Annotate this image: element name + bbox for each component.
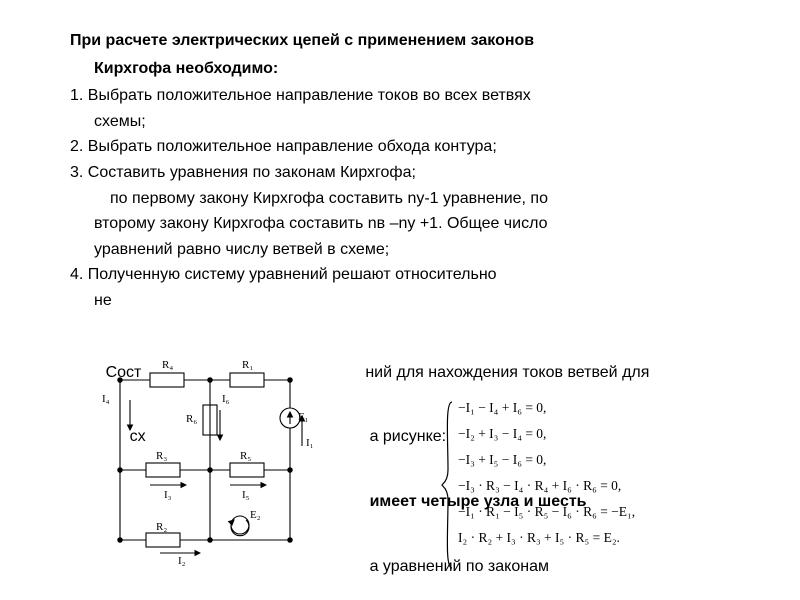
eq-6: I₂ · R₂ + I₃ · R₃ + I₅ · R₅ = E₂. <box>440 530 740 546</box>
item-2: 2. Выбрать положительное направление обх… <box>70 136 740 158</box>
svg-text:I₃: I₃ <box>164 489 172 501</box>
svg-text:R₃: R₃ <box>156 450 167 462</box>
cutoff-l2-b: а рисунке: <box>370 428 447 445</box>
item-3-sub-1: по первому закону Кирхгофа составить nу-… <box>70 188 740 210</box>
item-3-sub-3: уравнений равно числу ветвей в схеме; <box>70 239 740 261</box>
svg-text:E₁: E₁ <box>298 411 309 423</box>
item-4-line-2: не <box>70 290 740 312</box>
item-4-line-1: 4. Полученную систему уравнений решают о… <box>70 264 740 286</box>
svg-text:R₆: R₆ <box>186 413 197 425</box>
item-1-line-2: схемы; <box>70 111 740 133</box>
item-1-line-1: 1. Выбрать положительное направление ток… <box>70 85 740 107</box>
page: При расчете электрических цепей с примен… <box>0 0 800 600</box>
eq-4: −I₃ · R₃ − I₄ · R₄ + I₆ · R₆ = 0, <box>440 478 740 494</box>
overlay-region: Состний для нахождения токов ветвей для … <box>70 340 740 580</box>
item-3: 3. Составить уравнения по законам Кирхго… <box>70 162 740 184</box>
svg-text:I₁: I₁ <box>306 437 314 449</box>
heading-line-1: При расчете электрических цепей с примен… <box>70 30 740 52</box>
eq-3: −I₃ + I₅ − I₆ = 0, <box>440 452 740 468</box>
equations-system: −I₁ − I₄ + I₆ = 0, −I₂ + I₃ − I₄ = 0, −I… <box>440 400 740 570</box>
brace-icon <box>440 400 454 570</box>
svg-text:I₂: I₂ <box>178 555 186 567</box>
svg-text:I₅: I₅ <box>242 489 250 501</box>
svg-text:E₂: E₂ <box>250 509 261 521</box>
svg-text:I₄: I₄ <box>102 393 110 405</box>
eq-1: −I₁ − I₄ + I₆ = 0, <box>440 400 740 416</box>
cutoff-l1-b: ний для нахождения токов ветвей для <box>365 364 649 381</box>
svg-text:R₁: R₁ <box>242 359 253 371</box>
svg-text:R₂: R₂ <box>156 521 167 533</box>
svg-text:R₅: R₅ <box>240 450 251 462</box>
item-3-sub-2: второму закону Кирхгофа составить nв –nу… <box>70 213 740 235</box>
svg-text:R₄: R₄ <box>162 359 173 371</box>
heading-line-2: Кирхгофа необходимо: <box>70 58 740 80</box>
eq-5: −I₁ · R₁ − I₅ · R₅ − I₆ · R₆ = −E₁, <box>440 504 740 520</box>
circuit-schematic: R₄ R₁ R₆ R₃ R₅ R₂ E₁ E₂ I₄ I₆ I₁ I₃ I₅ I… <box>90 350 320 570</box>
svg-text:I₆: I₆ <box>222 393 230 405</box>
eq-2: −I₂ + I₃ − I₄ = 0, <box>440 426 740 442</box>
